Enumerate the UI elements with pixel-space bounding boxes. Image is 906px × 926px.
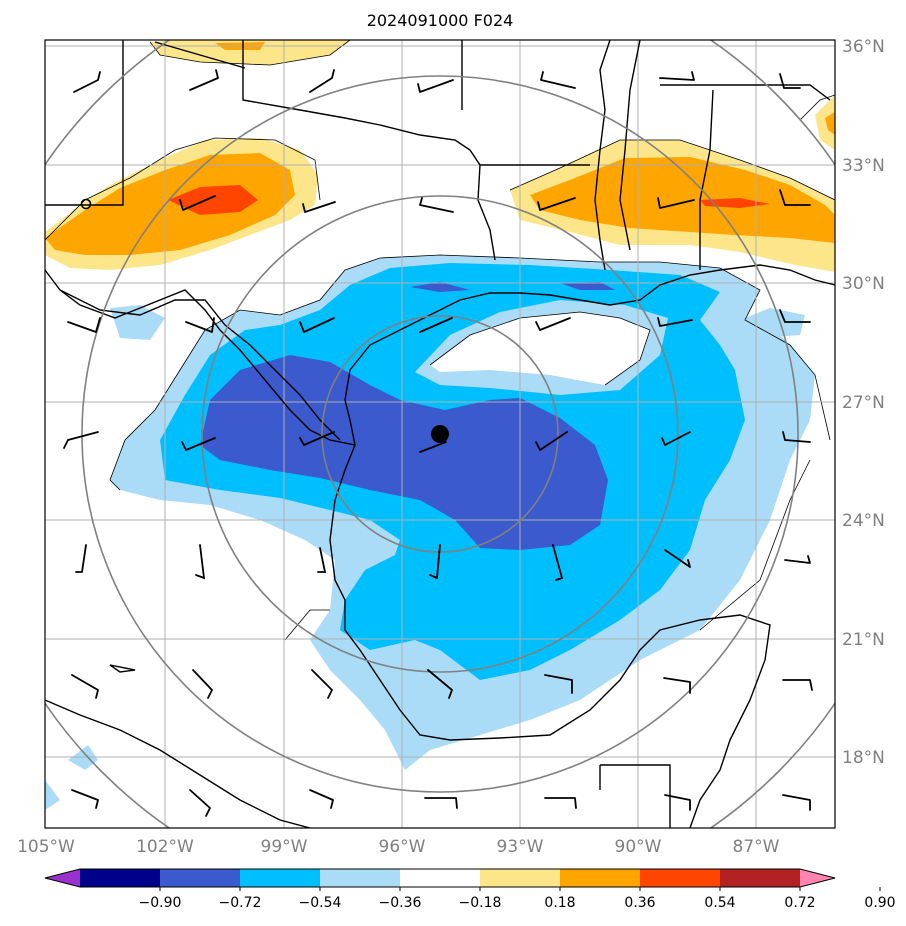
lat-label: 30°N <box>842 274 885 294</box>
lat-label: 33°N <box>842 156 885 176</box>
lat-label: 18°N <box>842 748 885 768</box>
colorbar-tick-label: 0.18 <box>544 895 575 911</box>
lat-label: 21°N <box>842 630 885 650</box>
zero-contour-lines <box>45 40 835 641</box>
colorbar-tick-label: −0.72 <box>219 895 262 911</box>
colorbar-extend-high <box>800 869 835 887</box>
coastlines-and-borders <box>45 40 835 828</box>
colorbar-outline <box>44 868 836 888</box>
station-marker-icon <box>80 198 92 210</box>
lat-label: 27°N <box>842 393 885 413</box>
colorbar-tick-label: 0.54 <box>704 895 735 911</box>
lon-label: 99°W <box>261 837 308 857</box>
colorbar-tick-label: −0.90 <box>139 895 182 911</box>
colorbar-segment <box>160 869 241 887</box>
colorbar-tick-label: −0.18 <box>459 895 502 911</box>
colorbar-segment <box>400 869 481 887</box>
colorbar-tick-label: 0.90 <box>864 895 895 911</box>
storm-center-marker-icon <box>431 425 449 443</box>
map-frame <box>44 39 836 829</box>
lon-label: 102°W <box>136 837 194 857</box>
lon-label: 96°W <box>379 837 426 857</box>
longitude-labels: 105°W 102°W 99°W 96°W 93°W 90°W 87°W <box>17 837 780 857</box>
colorbar-segment <box>320 869 401 887</box>
graticule <box>45 40 835 828</box>
lon-label: 93°W <box>497 837 544 857</box>
colorbar-segment <box>480 869 561 887</box>
lon-label: 87°W <box>733 837 780 857</box>
colorbar-tick-label: 0.72 <box>784 895 815 911</box>
lat-label: 24°N <box>842 511 885 531</box>
colorbar-tick-label: 0.36 <box>624 895 655 911</box>
negative-anomaly-fill <box>45 255 815 810</box>
lon-label: 90°W <box>615 837 662 857</box>
colorbar-segment <box>80 869 161 887</box>
figure-title: 2024091000 F024 <box>367 11 514 30</box>
colorbar: −0.90 −0.72 −0.54 −0.36 −0.18 0.18 0.36 0.54 0.7… <box>44 868 896 911</box>
colorbar-segment <box>720 869 801 887</box>
colorbar-extend-low <box>45 869 80 887</box>
lat-label: 36°N <box>842 37 885 57</box>
colorbar-tick-label: −0.54 <box>299 895 342 911</box>
colorbar-segment <box>240 869 321 887</box>
lon-label: 105°W <box>17 837 75 857</box>
colorbar-segment <box>640 869 721 887</box>
latitude-labels: 36°N 33°N 30°N 27°N 24°N 21°N 18°N <box>842 37 885 768</box>
colorbar-tick-label: −0.36 <box>379 895 422 911</box>
colorbar-segment <box>560 869 641 887</box>
